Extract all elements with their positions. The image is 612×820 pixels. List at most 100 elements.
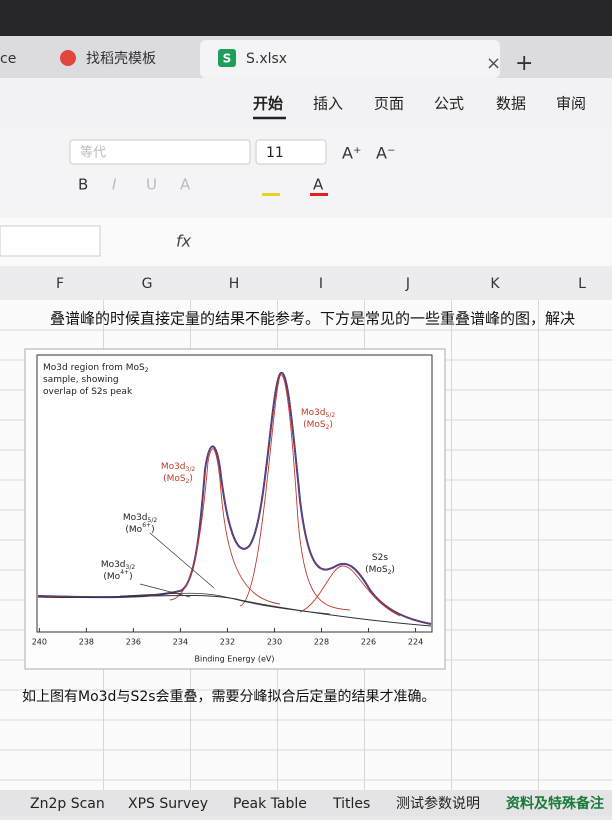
subscript: 2 [326,424,330,431]
annotation-text: ) [329,420,333,430]
annotation: overlap of S2s peak [43,387,133,397]
leader-line [149,532,215,589]
column-header[interactable]: I [319,276,323,292]
sheet-tab[interactable]: Titles [332,796,370,812]
annotation-text: ) [129,572,133,582]
annotation-text: S2s [372,553,388,563]
cell-text[interactable]: 叠谱峰的时候直接定量的结果不能参考。下方是常见的一些重叠谱峰的图，解决 [50,310,575,328]
peak-mo3d32 [169,448,281,605]
column-header[interactable]: G [142,276,153,292]
annotation-text: Mo3d region from MoS [43,363,145,373]
sheet-tab[interactable]: Peak Table [233,796,307,812]
annotation: (MoS2) [303,420,333,432]
x-tick-label: 228 [314,638,329,647]
subscript: 2 [186,478,190,485]
font-box[interactable] [69,139,251,165]
style-button[interactable]: U [146,176,157,194]
bezel [0,0,612,36]
name-box[interactable] [0,225,101,257]
x-tick-label: 234 [173,638,188,647]
x-tick-label: 236 [126,638,141,647]
x-tick-label: 240 [32,638,47,647]
x-tick-label: 238 [79,638,94,647]
annotation-text: (MoS [163,474,186,484]
subscript: 3/2 [126,564,136,571]
annotation: (MoS2) [163,474,193,486]
sheet-tab[interactable]: 资料及特殊备注 [506,795,604,812]
column-header[interactable]: K [490,276,500,292]
leader-line [139,583,191,598]
column-header[interactable]: J [405,276,410,292]
annotation: Mo3d5/2 [123,513,158,525]
file-icon-bg [218,49,236,67]
menu-item[interactable]: 公式 [434,95,464,113]
column-header[interactable]: F [56,276,64,292]
menu-item[interactable]: 插入 [313,95,343,113]
annotation: sample, showing [43,375,119,385]
template-icon [60,50,76,66]
annotation-text: (MoS [365,565,388,575]
font-color-bar [310,193,328,196]
subscript: 3/2 [186,466,196,473]
size-box[interactable] [255,139,327,165]
menu-item[interactable]: 审阅 [556,95,586,113]
annotation-text: Mo3d [101,560,126,570]
annotation-text: (Mo [125,525,142,535]
style-button[interactable]: A [180,176,191,194]
peak-mo6 [119,592,331,615]
browser-tab[interactable]: ce [0,51,16,67]
browser-tab[interactable]: 找稻壳模板 [86,50,156,67]
style-button[interactable]: B [78,176,88,194]
style-button[interactable]: I [112,176,117,194]
subscript: 5/2 [148,517,158,524]
file-icon-letter: S [223,52,232,66]
annotation: Mo3d3/2 [101,560,136,572]
x-tick-label: 232 [220,638,235,647]
menu-item[interactable]: 页面 [374,95,404,113]
column-header[interactable]: H [229,276,240,292]
annotation: Mo3d3/2 [161,462,196,474]
annotation: (MoS2) [365,565,395,577]
formula-bar [0,218,612,266]
superscript: 6+ [142,522,151,529]
subscript: 5/2 [326,412,336,419]
plot-frame [36,354,433,633]
browser-tab[interactable]: S.xlsx [246,51,287,67]
annotation-text: (MoS [303,420,326,430]
annotation: (Mo6+) [125,522,154,535]
menu-item[interactable]: 开始 [253,95,283,113]
caption-cell[interactable]: 如上图有Mo3d与S2s会重叠，需要分峰拟合后定量的结果才准确。 [22,689,436,705]
annotation-text: Mo3d [301,408,326,418]
new-tab[interactable]: + [515,51,533,76]
highlight-bar [262,193,280,196]
font-size[interactable]: 11 [266,145,284,161]
menu-item[interactable]: 数据 [496,95,526,113]
peak-s2s [299,565,401,617]
annotation-text: ) [151,525,155,535]
font-color[interactable]: A [313,176,324,194]
menu-bar [0,78,612,128]
grow-font[interactable]: A⁺ [342,144,361,163]
active-tab [200,40,500,78]
x-tick-label: 230 [267,638,282,647]
sheet-tab-bar [0,790,612,816]
annotation: Mo3d region from MoS2 [43,363,149,375]
annotation-text: overlap of S2s peak [43,387,133,397]
peak-mo3d52 [239,374,351,611]
close-tab[interactable]: × [486,53,501,74]
subscript: 2 [388,569,392,576]
x-tick-label: 226 [361,638,376,647]
shrink-font[interactable]: A⁻ [376,144,395,163]
fx-label: fx [176,232,192,251]
annotation: Mo3d5/2 [301,408,336,420]
sheet-tab[interactable]: Zn2p Scan [30,796,105,812]
font-name[interactable]: 等代 [80,145,106,161]
sheet-tab[interactable]: XPS Survey [128,796,208,812]
annotation-text: Mo3d [161,462,186,472]
annotation-text: sample, showing [43,375,119,385]
annotation-text: ) [391,565,395,575]
sheet-tab[interactable]: 测试参数说明 [396,795,480,812]
x-axis-label: Binding Energy (eV) [195,655,275,664]
column-header[interactable]: L [578,276,586,292]
